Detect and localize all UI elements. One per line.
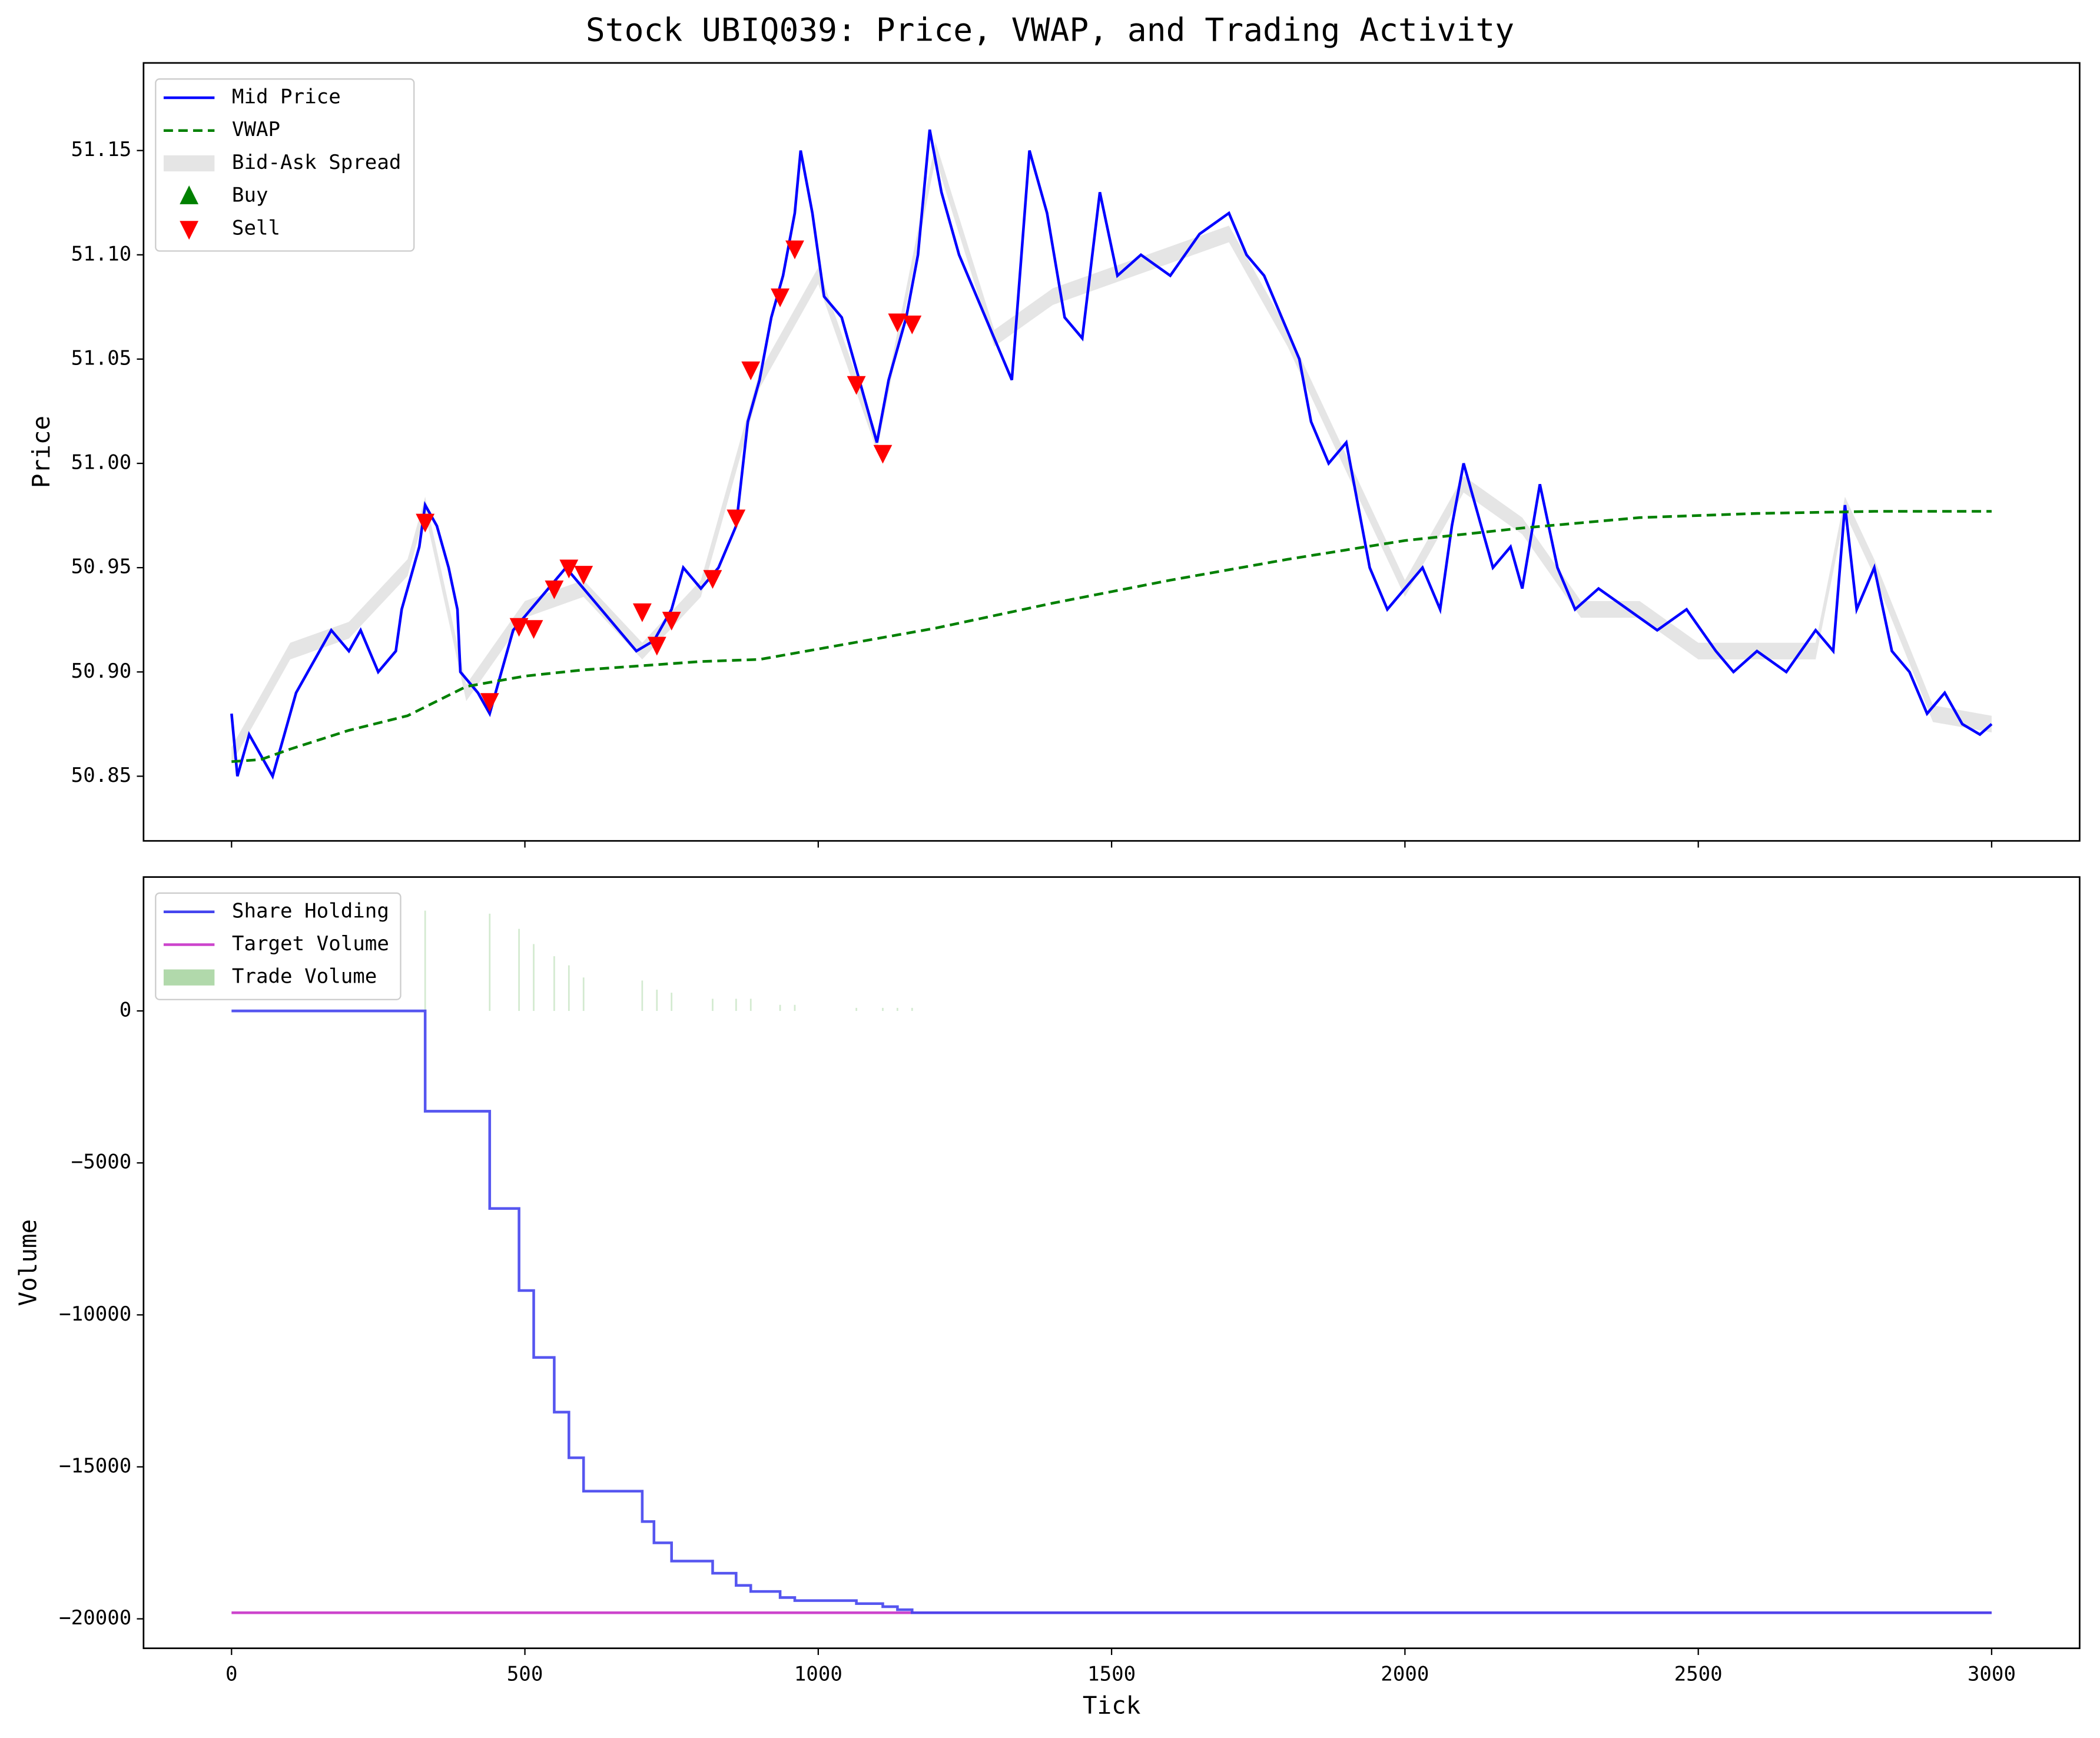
x-tick-label: 1000 <box>794 1663 842 1686</box>
bar <box>671 993 673 1011</box>
bar <box>749 999 752 1011</box>
legend-label: Mid Price <box>232 85 341 109</box>
x-tick-label: 2500 <box>1674 1663 1723 1686</box>
axes-frame <box>142 62 2081 842</box>
line <box>230 129 1993 780</box>
axes-frame <box>142 876 2081 1649</box>
bar <box>489 913 491 1011</box>
legend-label: Trade Volume <box>232 965 377 989</box>
plot-area <box>231 910 1992 1614</box>
legend-swatch <box>163 155 215 172</box>
sell-marker <box>480 693 499 712</box>
legend-box <box>155 78 415 252</box>
bar <box>882 1007 884 1011</box>
y-tick-label: 51.00 <box>71 451 132 475</box>
y-tick-label: −5000 <box>71 1150 132 1174</box>
sell-marker <box>559 559 579 579</box>
x-tick-label: 0 <box>225 1663 238 1686</box>
bar <box>794 1004 796 1011</box>
legend-label: VWAP <box>232 118 280 141</box>
legend-label: Buy <box>232 184 268 207</box>
bar <box>897 1007 898 1011</box>
bar <box>735 999 737 1011</box>
sell-marker <box>703 570 722 589</box>
bar <box>553 956 555 1011</box>
plot-area <box>230 129 1993 780</box>
bar <box>533 944 535 1011</box>
y-tick-label: −15000 <box>59 1454 131 1478</box>
bar <box>911 1007 913 1011</box>
sell-marker <box>416 513 435 533</box>
x-tick-label: 3000 <box>1968 1663 2016 1686</box>
y-tick-label: 50.90 <box>71 659 132 683</box>
y-axis-label: Volume <box>14 1219 42 1306</box>
y-axis-label: Price <box>27 416 55 488</box>
bar <box>855 1007 857 1011</box>
y-tick-label: 50.85 <box>71 764 132 787</box>
sell-marker <box>903 316 922 334</box>
bar <box>779 1004 781 1011</box>
sell-marker <box>574 566 593 585</box>
bar <box>712 999 714 1011</box>
bar <box>424 910 426 1011</box>
sell-marker <box>873 445 893 464</box>
legend-swatch <box>163 969 215 986</box>
bar <box>656 989 658 1011</box>
chart-title: Stock UBIQ039: Price, VWAP, and Trading … <box>586 11 1514 49</box>
bar <box>641 980 643 1011</box>
x-tick-label: 1500 <box>1087 1663 1136 1686</box>
sell-marker <box>888 313 907 333</box>
sell-marker <box>509 618 529 637</box>
sell-marker <box>545 580 564 599</box>
legend-label: Bid-Ask Spread <box>232 151 401 174</box>
sell-marker <box>726 509 746 529</box>
sell-marker <box>785 240 804 260</box>
y-tick-label: 51.10 <box>71 242 132 266</box>
legend-label: Target Volume <box>232 932 389 956</box>
y-tick-label: 0 <box>120 999 132 1022</box>
line <box>231 510 1992 763</box>
x-tick-label: 2000 <box>1381 1663 1429 1686</box>
legend-marker <box>180 185 199 204</box>
sell-marker <box>524 620 543 639</box>
y-tick-label: −20000 <box>59 1606 131 1630</box>
y-tick-label: 51.05 <box>71 346 132 370</box>
legend-marker <box>180 221 199 240</box>
legend-label: Share Holding <box>232 899 389 923</box>
bar <box>568 965 570 1011</box>
legend-label: Sell <box>232 216 280 240</box>
y-tick-label: 50.95 <box>71 555 132 579</box>
sell-marker <box>741 361 761 380</box>
sell-marker <box>632 603 652 622</box>
step-line <box>231 1009 1992 1614</box>
sell-marker <box>847 376 866 395</box>
bar <box>582 977 585 1011</box>
y-tick-label: 51.15 <box>71 138 132 161</box>
sell-marker <box>647 636 666 656</box>
x-tick-label: 500 <box>507 1663 543 1686</box>
x-axis-label: Tick <box>1083 1691 1141 1720</box>
y-tick-label: −10000 <box>59 1302 131 1326</box>
sell-marker <box>771 288 789 307</box>
legend-box <box>155 892 402 1000</box>
bar <box>518 928 520 1011</box>
sell-marker <box>662 612 681 631</box>
